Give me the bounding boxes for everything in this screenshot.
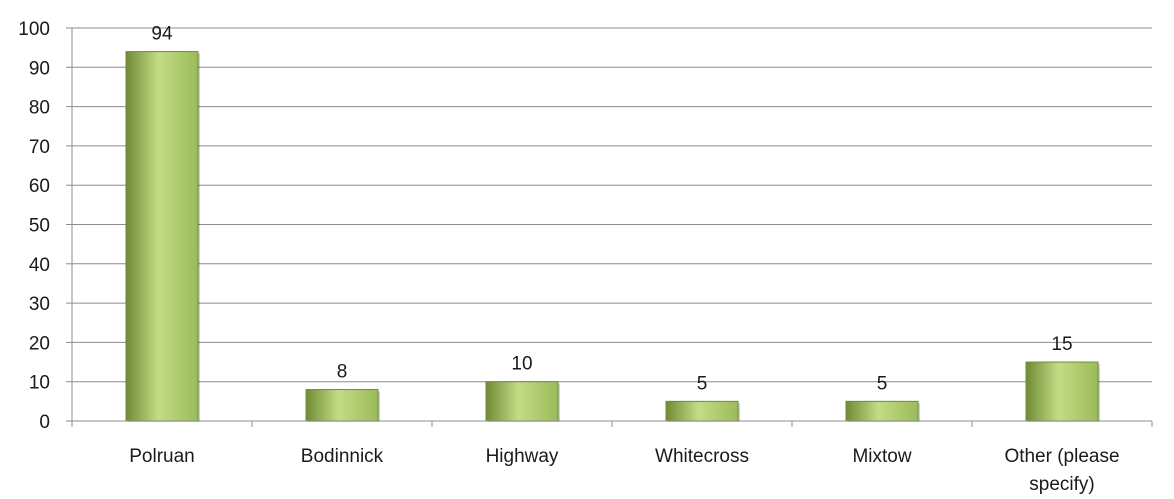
bars — [125, 51, 1100, 422]
data-label: 10 — [511, 354, 532, 375]
y-tick-label: 20 — [29, 333, 50, 354]
axes — [71, 28, 1153, 427]
y-tick-label: 60 — [29, 176, 50, 197]
data-label: 5 — [877, 373, 888, 394]
bar — [665, 400, 739, 422]
x-category-label: Polruan — [129, 446, 195, 467]
data-label: 94 — [151, 24, 173, 45]
data-label: 15 — [1051, 334, 1072, 355]
y-axis-tick-labels: 0 10 20 30 40 50 60 70 80 90 100 — [18, 19, 50, 433]
x-category-label: Other (please specify) — [1004, 446, 1119, 495]
bar — [125, 51, 199, 422]
y-tick-label: 10 — [29, 373, 50, 394]
x-category-label: Highway — [486, 446, 559, 467]
x-category-label: Whitecross — [655, 446, 749, 467]
y-tick-label: 100 — [18, 19, 50, 40]
bar — [485, 381, 559, 422]
x-category-label: Bodinnick — [301, 446, 384, 467]
y-tick-label: 30 — [29, 294, 50, 315]
y-tick-label: 0 — [39, 412, 50, 433]
data-labels: 94 8 10 5 5 15 — [151, 24, 1072, 395]
y-tick-label: 80 — [29, 98, 50, 119]
y-tick-label: 90 — [29, 58, 50, 79]
data-label: 8 — [337, 362, 348, 383]
y-tick-label: 50 — [29, 216, 50, 237]
bar — [1025, 361, 1099, 422]
gridlines — [66, 27, 1152, 422]
x-axis-category-labels: Polruan Bodinnick Highway Whitecross Mixtow O… — [129, 446, 1119, 495]
data-label: 5 — [697, 373, 708, 394]
y-tick-label: 70 — [29, 137, 50, 158]
y-tick-label: 40 — [29, 255, 50, 276]
x-category-label: Mixtow — [852, 446, 911, 467]
bar — [305, 389, 379, 422]
bar — [845, 400, 919, 422]
